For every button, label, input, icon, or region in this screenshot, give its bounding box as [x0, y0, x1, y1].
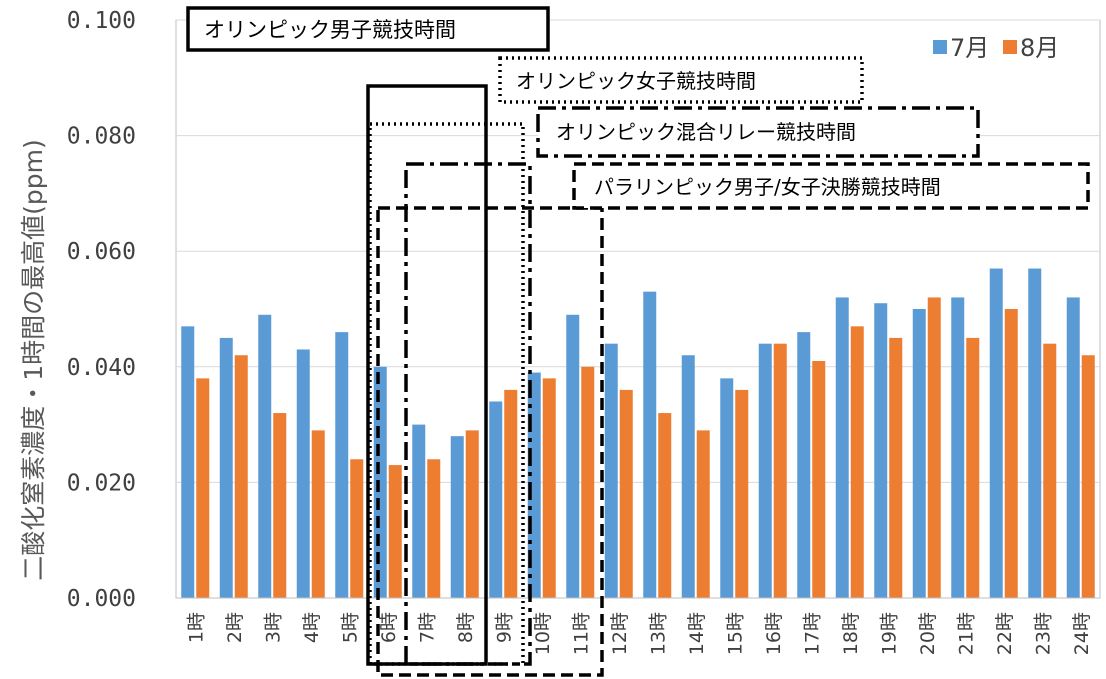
bar-8月-14時 — [696, 430, 710, 598]
bar-8月-16時 — [773, 343, 787, 598]
x-tick-label: 7時 — [416, 612, 438, 643]
bar-8月-23時 — [1043, 343, 1057, 598]
y-tick-label: 0.000 — [67, 586, 136, 612]
annotation-label-men: オリンピック男子競技時間 — [204, 18, 456, 42]
bar-8月-5時 — [350, 459, 364, 598]
annotations: パラリンピック男子/女子決勝競技時間 オリンピック混合リレー競技時間 オリンピッ… — [186, 6, 1090, 677]
bars — [181, 268, 1095, 598]
annotation-label-box-mixed-relay — [536, 106, 980, 158]
bar-8月-9時 — [504, 389, 518, 598]
y-axis: 0.000 0.020 0.040 0.060 0.080 0.100 — [67, 8, 136, 612]
bar-8月-7時 — [427, 459, 441, 598]
annotation-box-men — [366, 84, 488, 666]
annotation-label-box-paralympic — [572, 162, 1090, 210]
legend-label-7月: 7月 — [950, 34, 989, 62]
bar-7月-2時 — [219, 337, 233, 598]
bar-7月-9時 — [489, 401, 503, 598]
bar-7月-24時 — [1066, 297, 1080, 598]
y-tick-label: 0.100 — [67, 8, 136, 34]
bar-8月-19時 — [889, 337, 903, 598]
bar-8月-21時 — [966, 337, 980, 598]
bar-8月-10時 — [542, 378, 556, 598]
bar-7月-20時 — [912, 309, 926, 598]
bar-8月-18時 — [850, 326, 864, 598]
x-tick-label: 21時 — [955, 612, 977, 655]
annotation-label-women: オリンピック女子競技時間 — [516, 69, 756, 93]
x-tick-label: 24時 — [1071, 612, 1093, 655]
x-tick-label: 8時 — [455, 612, 477, 643]
x-tick-label: 6時 — [378, 612, 400, 643]
bar-8月-3時 — [273, 413, 287, 598]
y-axis-label: 二酸化窒素濃度・1時間の最高値(ppm) — [19, 139, 48, 581]
x-tick-label: 4時 — [301, 612, 323, 643]
x-tick-label: 20時 — [917, 612, 939, 655]
bar-7月-17時 — [797, 332, 811, 598]
legend: 7月 8月 — [933, 34, 1059, 62]
x-tick-label: 3時 — [262, 612, 284, 643]
bar-7月-1時 — [181, 326, 195, 598]
bar-7月-15時 — [720, 378, 734, 598]
bar-7月-14時 — [681, 355, 695, 598]
annotation-label-paralympic: パラリンピック男子/女子決勝競技時間 — [594, 175, 941, 199]
x-axis: 1時 2時 3時 4時 5時 6時 7時 8時 9時 10時 11時 12時 13時 14時 15時 16時 1… — [185, 612, 1093, 655]
y-tick-label: 0.040 — [67, 355, 136, 381]
x-tick-label: 18時 — [840, 612, 862, 655]
x-tick-label: 22時 — [994, 612, 1016, 655]
bar-7月-7時 — [412, 424, 426, 598]
bar-7月-5時 — [335, 332, 349, 598]
bar-7月-4時 — [296, 349, 310, 598]
bar-7月-8時 — [450, 436, 464, 598]
legend-swatch-7月 — [933, 40, 947, 54]
bar-7月-21時 — [951, 297, 965, 598]
bar-7月-6時 — [373, 366, 387, 598]
legend-label-8月: 8月 — [1020, 34, 1059, 62]
bar-7月-23時 — [1028, 268, 1042, 598]
bar-8月-15時 — [735, 389, 749, 598]
bar-8月-11時 — [581, 366, 595, 598]
x-tick-label: 12時 — [609, 612, 631, 655]
x-tick-label: 10時 — [532, 612, 554, 655]
bar-8月-17時 — [812, 361, 826, 598]
x-tick-label: 5時 — [339, 612, 361, 643]
annotation-label-mixed-relay: オリンピック混合リレー競技時間 — [556, 120, 856, 144]
x-tick-label: 9時 — [493, 612, 515, 643]
bar-8月-8時 — [465, 430, 479, 598]
x-tick-label: 17時 — [801, 612, 823, 655]
bar-7月-3時 — [258, 314, 272, 598]
x-tick-label: 2時 — [224, 612, 246, 643]
x-tick-label: 1時 — [185, 612, 207, 643]
y-tick-label: 0.080 — [67, 124, 136, 150]
bar-8月-2時 — [234, 355, 248, 598]
annotation-label-box-women — [498, 56, 864, 104]
annotation-box-paralympic — [376, 206, 604, 677]
x-tick-label: 16時 — [763, 612, 785, 655]
bar-8月-24時 — [1081, 355, 1095, 598]
bar-7月-12時 — [604, 343, 618, 598]
x-tick-label: 13時 — [647, 612, 669, 655]
bar-7月-11時 — [566, 314, 580, 598]
x-tick-label: 14時 — [686, 612, 708, 655]
x-tick-label: 19時 — [878, 612, 900, 655]
bar-7月-22時 — [989, 268, 1003, 598]
x-tick-label: 11時 — [570, 612, 592, 655]
annotation-label-box-men — [186, 6, 550, 52]
bar-7月-19時 — [874, 303, 888, 598]
bar-8月-13時 — [658, 413, 672, 598]
bar-7月-18時 — [835, 297, 849, 598]
bar-7月-16時 — [758, 343, 772, 598]
x-tick-label: 23時 — [1032, 612, 1054, 655]
bar-8月-12時 — [619, 389, 633, 598]
x-tick-label: 15時 — [724, 612, 746, 655]
bar-8月-4時 — [311, 430, 325, 598]
bar-8月-1時 — [196, 378, 210, 598]
bar-8月-20時 — [927, 297, 941, 598]
legend-swatch-8月 — [1003, 40, 1017, 54]
y-tick-label: 0.020 — [67, 470, 136, 496]
bar-8月-6時 — [388, 465, 402, 598]
y-tick-label: 0.060 — [67, 239, 136, 265]
bar-7月-13時 — [643, 291, 657, 598]
bar-8月-22時 — [1004, 309, 1018, 598]
